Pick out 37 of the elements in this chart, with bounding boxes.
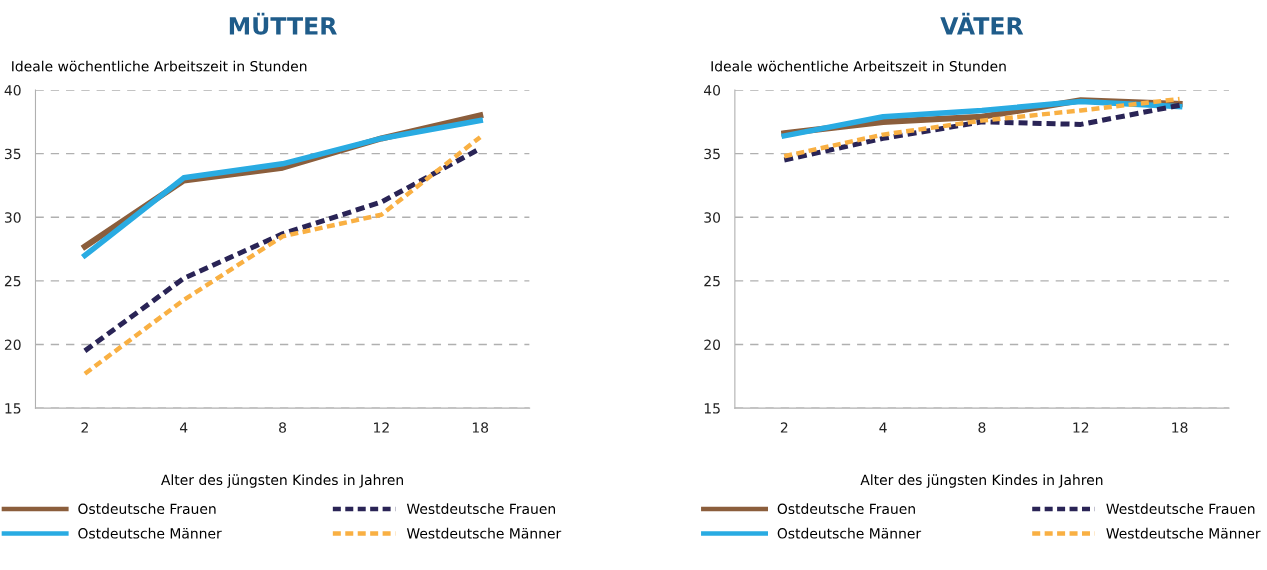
x-tick-label: 2 (81, 422, 88, 433)
legend-label: Ostdeutsche Frauen (78, 503, 216, 515)
legend-label: Ostdeutsche Frauen (777, 503, 915, 515)
x-tick-label: 8 (978, 422, 986, 433)
y-tick-label: 30 (704, 212, 721, 223)
chart-title: MÜTTER (229, 12, 337, 35)
legend-label: Ostdeutsche Männer (777, 527, 922, 539)
x-tick-label: 18 (1172, 422, 1188, 433)
x-tick-label: 12 (1073, 422, 1089, 433)
x-tick-label: 4 (879, 422, 887, 433)
x-tick-label: 8 (279, 422, 287, 433)
y-tick-label: 20 (704, 339, 721, 350)
y-tick-label: 30 (4, 212, 21, 223)
y-tick-label: 40 (703, 85, 721, 96)
legend-label: Westdeutsche Frauen (1106, 503, 1255, 515)
chart-title: VÄTER (940, 12, 1024, 35)
x-tick-label: 2 (780, 422, 788, 433)
y-tick-label: 35 (704, 148, 720, 160)
y-axis-title: Ideale wöchentliche Arbeitszeit in Stunden (711, 60, 1006, 72)
y-tick-label: 15 (5, 403, 21, 414)
legend-label: Ostdeutsche Männer (78, 527, 222, 539)
y-tick-label: 40 (4, 85, 21, 96)
x-tick-label: 4 (179, 422, 188, 433)
x-axis-title: Alter des jüngsten Kindes in Jahren (860, 474, 1103, 488)
y-tick-label: 25 (704, 275, 720, 287)
y-tick-label: 35 (4, 148, 21, 160)
y-tick-label: 25 (4, 275, 21, 287)
legend-label: Westdeutsche Männer (1106, 527, 1261, 539)
y-axis-title: Ideale wöchentliche Arbeitszeit in Stunden (12, 60, 307, 72)
y-tick-label: 20 (4, 339, 21, 350)
x-tick-label: 18 (472, 422, 489, 433)
legend-label: Westdeutsche Frauen (406, 503, 555, 515)
line-series (782, 96, 1182, 159)
y-tick-label: 15 (704, 403, 720, 414)
x-axis-title: Alter des jüngsten Kindes in Jahren (161, 474, 403, 488)
legend-label: Westdeutsche Männer (406, 527, 562, 539)
x-tick-label: 12 (374, 422, 389, 433)
